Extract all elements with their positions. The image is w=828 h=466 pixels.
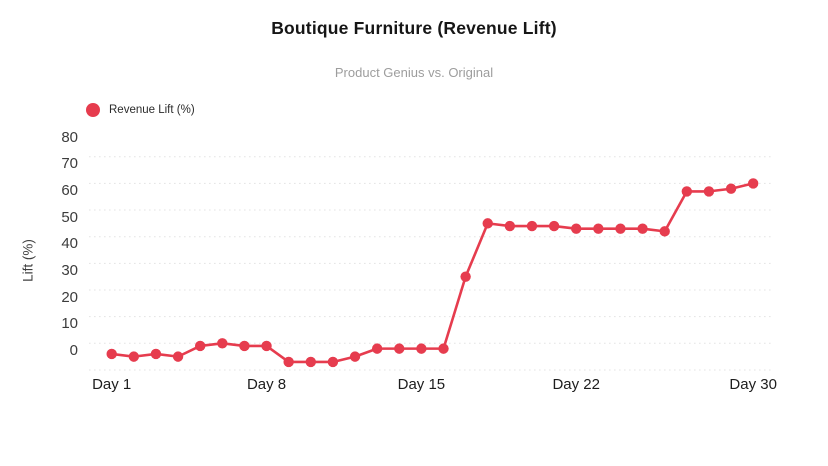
x-tick-label: Day 1 <box>92 376 132 393</box>
data-point <box>526 220 538 232</box>
legend-label: Revenue Lift (%) <box>109 104 195 116</box>
data-point <box>128 351 140 362</box>
data-point <box>725 183 737 194</box>
data-point <box>217 338 228 349</box>
legend: Revenue Lift (%) <box>86 102 195 118</box>
data-point <box>261 340 272 352</box>
data-point <box>349 351 361 362</box>
data-point <box>394 343 405 354</box>
data-point <box>482 218 493 229</box>
y-tick-label: 60 <box>61 181 78 199</box>
data-point <box>327 356 339 368</box>
x-tick-label: Day 30 <box>729 376 777 393</box>
data-point <box>239 340 250 352</box>
data-point <box>504 220 516 232</box>
data-point <box>681 186 693 197</box>
y-tick-label: 10 <box>61 315 78 333</box>
legend-marker-icon <box>86 103 100 117</box>
data-point <box>416 343 427 354</box>
data-point <box>637 223 648 234</box>
y-tick-label: 50 <box>61 208 78 226</box>
data-point <box>593 223 604 234</box>
y-tick-label: 30 <box>61 261 78 279</box>
y-tick-label: 70 <box>61 155 78 173</box>
data-point <box>150 348 162 360</box>
data-point <box>703 186 715 197</box>
chart-title: Boutique Furniture (Revenue Lift) <box>271 18 557 38</box>
data-point <box>371 343 383 354</box>
data-point <box>659 226 670 237</box>
y-tick-label: 80 <box>61 128 78 146</box>
data-point <box>747 178 759 189</box>
data-point <box>106 348 117 360</box>
y-tick-label: 20 <box>61 288 78 306</box>
data-point <box>615 223 626 234</box>
data-point <box>172 351 184 362</box>
data-point <box>438 343 449 354</box>
x-tick-label: Day 8 <box>246 376 287 393</box>
data-point <box>305 356 316 368</box>
data-point <box>194 340 206 352</box>
data-point <box>571 223 582 234</box>
y-tick-label: 40 <box>61 235 78 253</box>
x-tick-label: Day 22 <box>552 376 600 393</box>
data-point <box>548 220 560 232</box>
chart-subtitle: Product Genius vs. Original <box>334 65 494 80</box>
data-point <box>460 271 471 282</box>
y-tick-label: 0 <box>69 341 78 359</box>
data-point <box>283 356 294 368</box>
revenue-lift-line <box>111 182 754 364</box>
x-tick-label: Day 15 <box>397 376 446 393</box>
